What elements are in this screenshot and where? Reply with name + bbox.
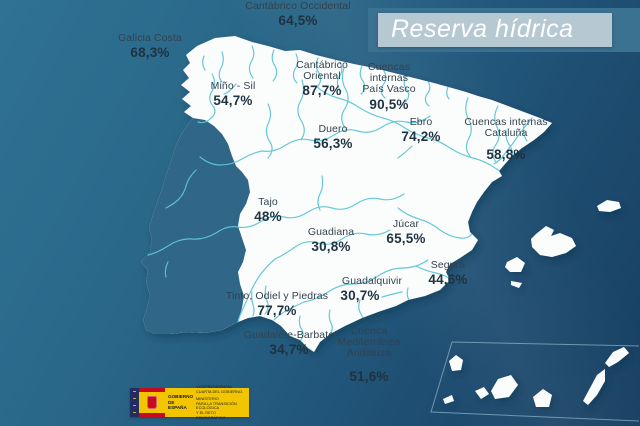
basin-jucar: Júcar 65,5%	[386, 218, 426, 247]
basin-name: Cuencas internas Cataluña	[464, 116, 548, 140]
title-banner-box: Reserva hídrica	[378, 13, 612, 47]
basin-segura: Segura 44,6%	[428, 259, 468, 288]
basin-cantabrico-oriental: Cantábrico Oriental 87,7%	[296, 59, 348, 99]
basin-cuenca-mediterranea-andaluza: Cuenca Mediterránea Andaluza 51,6%	[337, 325, 401, 384]
basin-name: Ebro	[409, 116, 433, 128]
basin-name: Guadiana	[307, 226, 355, 238]
basin-galicia-costa: Galicia Costa 68,3%	[118, 32, 182, 61]
title-banner: Reserva hídrica	[368, 8, 640, 52]
basin-guadiana: Guadiana 30,8%	[307, 226, 355, 255]
logo-ministry-text: VICEPRESIDENCIA CUARTA DEL GOBIERNO. MIN…	[192, 383, 249, 420]
basin-name: Cuencas internas País Vasco	[362, 61, 416, 96]
basin-value: 30,7%	[340, 288, 380, 304]
basin-name: Cantábrico Occidental	[245, 0, 351, 12]
basin-value: 68,3%	[130, 45, 170, 61]
basin-value: 56,3%	[313, 136, 353, 152]
basin-name: Cuenca Mediterránea Andaluza	[337, 325, 401, 360]
basin-cuencas-internas-pais-vasco: Cuencas internas País Vasco 90,5%	[362, 61, 416, 112]
balearic-islands	[505, 200, 621, 288]
canary-islands-frame	[430, 341, 640, 422]
iberian-peninsula-shape	[141, 36, 552, 352]
basin-cantabrico-occidental: Cantábrico Occidental 64,5%	[245, 0, 351, 29]
logo-flag-hoist-strip	[130, 388, 139, 417]
basin-value: 90,5%	[369, 96, 409, 112]
basin-name: Duero	[318, 123, 348, 135]
basin-name: Galicia Costa	[118, 32, 182, 44]
basin-value: 54,7%	[213, 93, 253, 109]
basin-value: 30,8%	[311, 239, 351, 255]
basin-cuencas-internas-cataluna: Cuencas internas Cataluña 58,8%	[464, 116, 548, 163]
basin-value: 65,5%	[386, 231, 426, 247]
gobierno-espana-logo: GOBIERNO DE ESPAÑA VICEPRESIDENCIA CUART…	[130, 383, 249, 420]
basin-value: 44,6%	[428, 272, 468, 288]
basin-value: 48%	[254, 209, 282, 225]
basin-name: Cantábrico Oriental	[296, 59, 348, 83]
basin-name: Tinto, Odiel y Piedras	[225, 290, 329, 302]
logo-gobierno-label: GOBIERNO DE ESPAÑA	[168, 393, 194, 411]
spain-flag-icon	[139, 388, 165, 417]
portugal-region	[141, 118, 250, 334]
basin-mino-sil: Miño - Sil 54,7%	[210, 80, 256, 109]
basin-name: Tajo	[258, 196, 278, 208]
basin-tajo: Tajo 48%	[254, 196, 282, 225]
basin-value: 64,5%	[278, 13, 318, 29]
basin-value: 87,7%	[302, 83, 342, 99]
basin-tinto-odiel-piedras: Tinto, Odiel y Piedras 77,7%	[225, 290, 329, 319]
canary-islands	[443, 347, 629, 407]
basin-guadalete-barbate: Guadalete-Barbate 34,7%	[243, 329, 335, 358]
logo-gobierno-text: GOBIERNO DE ESPAÑA	[165, 388, 194, 417]
basin-value: 51,6%	[349, 368, 389, 384]
basin-name: Guadalquivir	[341, 275, 403, 287]
basin-guadalquivir: Guadalquivir 30,7%	[340, 275, 403, 304]
coat-of-arms-icon	[147, 396, 157, 409]
rivers	[147, 45, 533, 342]
basin-value: 34,7%	[269, 342, 309, 358]
basin-value: 74,2%	[401, 129, 441, 145]
basin-name: Miño - Sil	[210, 80, 256, 92]
basin-name: Júcar	[392, 218, 420, 230]
page-title: Reserva hídrica	[391, 15, 574, 43]
logo-vicepresidencia-label: VICEPRESIDENCIA CUARTA DEL GOBIERNO.	[196, 383, 244, 394]
basin-value: 58,8%	[486, 147, 526, 163]
basin-ebro: Ebro 74,2%	[401, 116, 441, 145]
basin-name: Guadalete-Barbate	[243, 329, 335, 341]
basin-duero: Duero 56,3%	[313, 123, 353, 152]
basin-value: 77,7%	[257, 303, 297, 319]
logo-ministerio-label: MINISTERIO PARA LA TRANSICIÓN ECOLÓGICA …	[196, 395, 237, 421]
basin-name: Segura	[430, 259, 466, 271]
